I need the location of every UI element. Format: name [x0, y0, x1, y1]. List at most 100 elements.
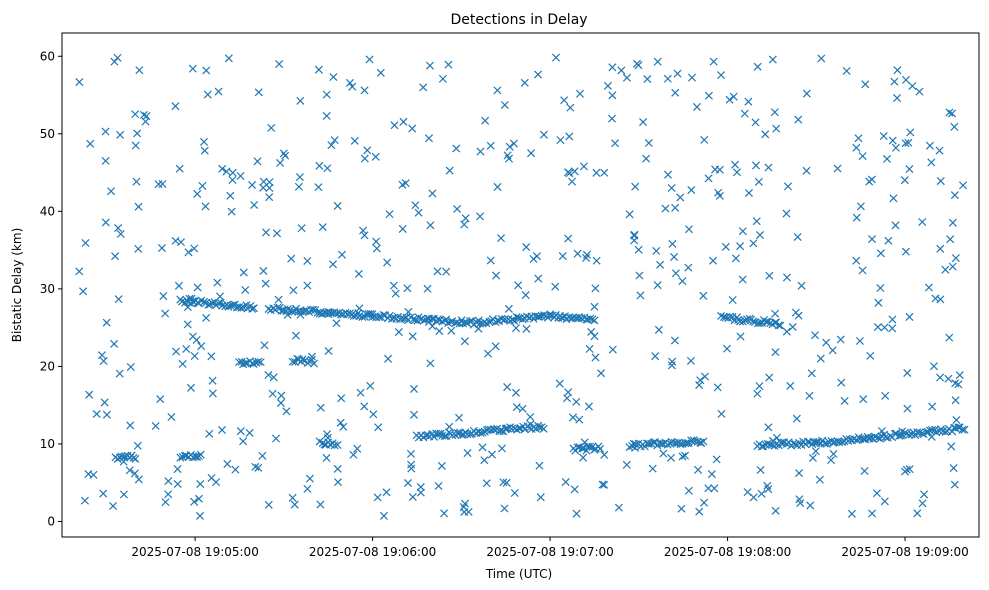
detection-marker: [369, 410, 378, 419]
detection-marker: [176, 453, 185, 462]
detection-marker: [156, 395, 165, 404]
detection-marker: [782, 327, 791, 336]
detection-marker: [945, 333, 954, 342]
detection-marker: [486, 141, 495, 150]
detection-marker: [75, 78, 84, 87]
detection-marker: [444, 318, 453, 328]
detection-marker: [564, 234, 573, 243]
detection-marker: [207, 352, 216, 361]
detection-marker: [322, 111, 331, 120]
detection-marker: [890, 77, 899, 86]
detection-marker: [757, 489, 766, 498]
detection-marker: [714, 188, 723, 197]
detection-marker: [903, 368, 912, 378]
detection-marker: [526, 412, 535, 422]
detection-marker: [224, 302, 233, 311]
detection-marker: [631, 443, 640, 452]
detection-marker: [291, 331, 300, 340]
detection-marker: [403, 284, 412, 293]
detection-marker: [749, 493, 758, 502]
detection-marker: [259, 266, 268, 275]
detection-marker: [913, 428, 922, 437]
detection-marker: [322, 453, 331, 462]
detection-marker: [214, 87, 223, 96]
detection-marker: [394, 328, 403, 337]
detection-marker: [704, 91, 713, 100]
detection-marker: [928, 402, 937, 411]
detection-marker: [557, 313, 566, 322]
detection-marker: [193, 283, 202, 292]
detection-marker: [948, 262, 957, 271]
detection-marker: [428, 322, 437, 331]
detection-marker: [635, 271, 644, 280]
detection-marker: [935, 146, 944, 155]
detection-marker: [315, 161, 324, 170]
detection-marker: [327, 141, 336, 150]
detection-marker: [764, 163, 773, 172]
detection-marker: [183, 303, 192, 312]
detection-marker: [277, 391, 286, 400]
detection-marker: [860, 434, 869, 443]
detection-marker: [314, 183, 323, 192]
detection-marker: [249, 304, 258, 313]
x-tick-label: 2025-07-08 19:06:00: [309, 545, 436, 559]
detection-marker: [586, 314, 595, 323]
detection-marker: [227, 207, 236, 216]
detection-marker: [687, 73, 697, 82]
detection-marker: [269, 373, 278, 382]
detection-marker: [600, 480, 609, 489]
detection-marker: [89, 470, 98, 479]
detection-marker: [75, 267, 84, 276]
detection-marker: [419, 316, 428, 325]
detection-marker: [765, 373, 774, 382]
detection-marker: [577, 313, 586, 322]
detection-marker: [888, 136, 897, 145]
detection-marker: [673, 69, 682, 78]
detection-marker: [171, 102, 180, 111]
detection-marker: [754, 177, 763, 186]
detection-marker: [456, 428, 465, 437]
detection-marker: [927, 432, 936, 441]
detection-marker: [837, 438, 847, 447]
detection-marker: [497, 444, 507, 453]
x-tick-label: 2025-07-08 19:09:00: [841, 545, 968, 559]
detection-marker: [948, 218, 957, 227]
detection-marker: [372, 237, 381, 246]
detection-marker: [408, 124, 417, 133]
detection-marker: [114, 295, 123, 304]
detection-marker: [874, 298, 883, 307]
detection-marker: [254, 357, 263, 366]
detection-marker: [584, 402, 593, 411]
detection-marker: [492, 271, 501, 280]
detection-marker: [756, 465, 765, 475]
detection-marker: [755, 319, 765, 328]
detection-marker: [332, 319, 341, 328]
detection-marker: [295, 173, 304, 182]
detection-marker: [514, 281, 523, 290]
detection-marker: [565, 132, 574, 141]
detection-marker: [476, 147, 485, 156]
detection-marker: [949, 464, 958, 473]
detection-marker: [763, 439, 772, 448]
detection-marker: [880, 497, 889, 506]
detection-marker: [659, 449, 668, 458]
detection-marker: [700, 498, 709, 507]
detection-marker: [955, 371, 964, 380]
detection-marker: [877, 427, 886, 436]
detection-marker: [254, 88, 263, 97]
detection-marker: [509, 139, 518, 148]
detection-marker: [324, 307, 333, 316]
y-tick-label: 20: [40, 359, 55, 373]
detection-marker: [185, 294, 194, 303]
detection-marker: [365, 55, 374, 64]
detection-marker: [905, 312, 914, 321]
detection-marker: [772, 433, 781, 442]
detection-marker: [859, 395, 868, 404]
detection-marker: [738, 317, 747, 326]
detection-marker: [109, 502, 118, 511]
detection-marker: [820, 439, 829, 448]
detection-marker: [671, 269, 680, 278]
detection-marker: [101, 156, 110, 165]
detection-marker: [236, 171, 245, 180]
